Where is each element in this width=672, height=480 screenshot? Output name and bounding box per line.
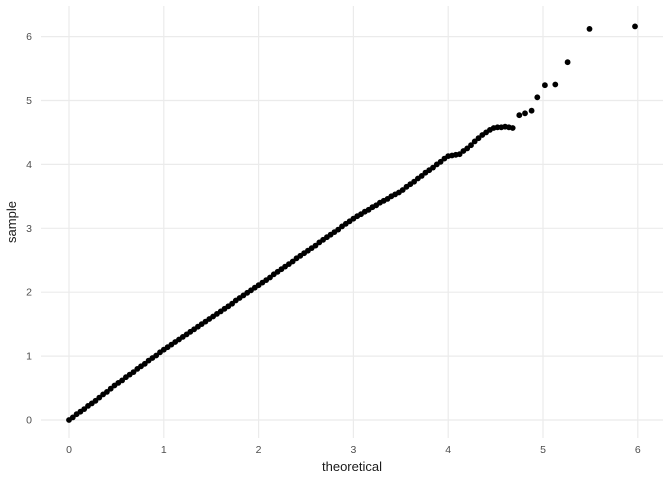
y-tick-label: 0: [26, 415, 32, 427]
qq-point: [141, 360, 148, 367]
x-tick-label: 2: [256, 444, 262, 456]
qq-point: [437, 158, 444, 165]
qq-point: [96, 394, 103, 401]
qq-point: [542, 82, 548, 89]
qq-point: [289, 258, 296, 265]
y-tick-label: 4: [26, 159, 32, 171]
y-axis-title: sample: [4, 201, 19, 243]
x-tick-label: 0: [66, 444, 72, 456]
x-tick-label: 4: [445, 444, 451, 456]
qq-point: [81, 406, 88, 412]
qq-point: [468, 142, 474, 149]
x-tick-label: 1: [161, 444, 167, 456]
qq-point: [456, 151, 463, 158]
y-tick-label: 3: [26, 223, 32, 235]
qq-point: [471, 138, 478, 145]
qq-point: [107, 385, 114, 392]
qq-point: [516, 112, 523, 119]
y-tick-label: 1: [26, 351, 32, 363]
qq-point: [464, 145, 471, 152]
qq-point: [104, 389, 110, 395]
qq-point: [335, 226, 342, 233]
qq-point: [522, 110, 528, 117]
qq-point: [564, 59, 571, 66]
qq-point: [153, 352, 160, 359]
qq-point: [130, 369, 137, 375]
tick-labels-layer: 0 1 2 3 4 5 6 0 1 2 3 4 5 6: [26, 31, 641, 456]
qq-point: [509, 125, 516, 131]
x-tick-label: 6: [635, 444, 641, 456]
x-axis-title: theoretical: [322, 459, 382, 474]
qq-point: [586, 26, 593, 32]
x-tick-label: 3: [350, 444, 356, 456]
qq-point: [430, 164, 436, 171]
y-tick-label: 6: [26, 31, 32, 43]
y-tick-label: 5: [26, 95, 32, 107]
x-tick-label: 5: [540, 444, 546, 456]
y-tick-label: 2: [26, 287, 32, 299]
qq-point: [69, 414, 76, 421]
qq-point: [399, 187, 406, 193]
gridlines-layer: [41, 6, 663, 438]
qq-point: [534, 94, 541, 101]
qq-point: [411, 178, 417, 185]
qq-point: [528, 107, 535, 114]
qq-point: [632, 23, 638, 30]
qq-point: [267, 274, 273, 281]
scatter-points-layer: [66, 23, 638, 423]
qq-point: [312, 242, 319, 249]
qq-point: [119, 377, 125, 384]
qq-point: [92, 397, 99, 404]
qq-point: [552, 81, 559, 88]
qq-point: [475, 135, 482, 142]
